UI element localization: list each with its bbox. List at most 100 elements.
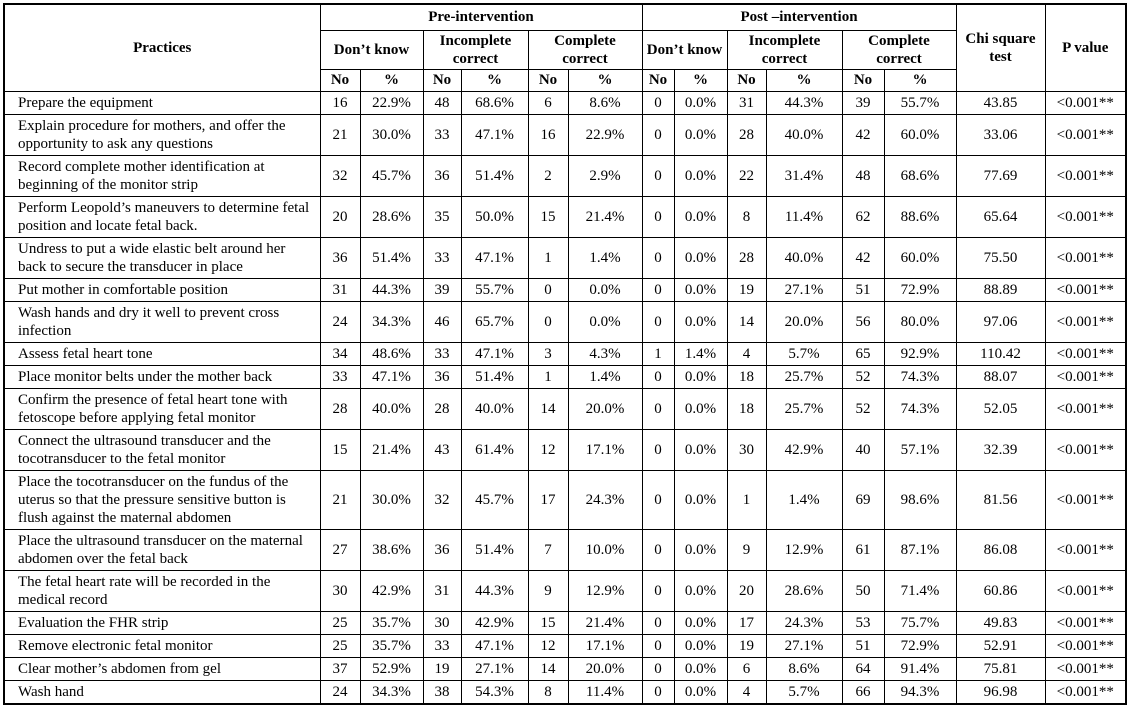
percent-cell: 28.6% [359, 195, 424, 238]
practice-cell: The fetal heart rate will be recorded in… [3, 569, 321, 612]
p-value-cell: <0.001** [1044, 277, 1127, 302]
table-body: Prepare the equipment 16 22.9% 48 68.6% 6 8.6%… [3, 90, 1127, 704]
percent-cell: 24.3% [765, 610, 843, 635]
percent-cell: 51.4% [460, 364, 529, 389]
col-header-no: No [527, 68, 569, 92]
count-cell: 15 [319, 428, 361, 471]
percent-cell: 55.7% [883, 90, 957, 115]
percent-cell: 31.4% [765, 154, 843, 197]
percent-cell: 47.1% [359, 364, 424, 389]
percent-cell: 71.4% [883, 569, 957, 612]
percent-cell: 54.3% [460, 679, 529, 704]
count-cell: 7 [527, 528, 569, 571]
count-cell: 15 [527, 610, 569, 635]
count-cell: 19 [422, 656, 462, 681]
percent-cell: 74.3% [883, 364, 957, 389]
practice-cell: Wash hand [3, 679, 321, 704]
chi-square-cell: 110.42 [955, 341, 1046, 366]
table-row: Clear mother’s abdomen from gel 37 52.9% 19… [3, 656, 1127, 681]
count-cell: 25 [319, 610, 361, 635]
table-header: Practices Pre-intervention Post –interve… [3, 3, 1127, 92]
percent-cell: 4.3% [567, 341, 643, 366]
percent-cell: 38.6% [359, 528, 424, 571]
percent-cell: 44.3% [460, 569, 529, 612]
chi-square-cell: 86.08 [955, 528, 1046, 571]
count-cell: 24 [319, 679, 361, 704]
p-value-cell: <0.001** [1044, 610, 1127, 635]
percent-cell: 40.0% [460, 387, 529, 430]
practice-cell: Place the tocotransducer on the fundus o… [3, 469, 321, 530]
col-header-p-value: P value [1044, 3, 1127, 92]
percent-cell: 72.9% [883, 277, 957, 302]
count-cell: 52 [841, 387, 885, 430]
count-cell: 35 [422, 195, 462, 238]
table-row: Place monitor belts under the mother bac… [3, 364, 1127, 389]
count-cell: 0 [641, 610, 675, 635]
percent-cell: 50.0% [460, 195, 529, 238]
percent-cell: 22.9% [567, 113, 643, 156]
percent-cell: 1.4% [673, 341, 728, 366]
chi-square-cell: 49.83 [955, 610, 1046, 635]
p-value-cell: <0.001** [1044, 428, 1127, 471]
count-cell: 40 [841, 428, 885, 471]
count-cell: 6 [726, 656, 767, 681]
percent-cell: 11.4% [567, 679, 643, 704]
p-value-cell: <0.001** [1044, 90, 1127, 115]
p-value-cell: <0.001** [1044, 679, 1127, 704]
practice-cell: Place monitor belts under the mother bac… [3, 364, 321, 389]
percent-cell: 1.4% [567, 364, 643, 389]
col-header-percent: % [460, 68, 529, 92]
table-row: Remove electronic fetal monitor 25 35.7% 33… [3, 633, 1127, 658]
p-value-cell: <0.001** [1044, 113, 1127, 156]
count-cell: 51 [841, 277, 885, 302]
percent-cell: 42.9% [359, 569, 424, 612]
chi-square-cell: 81.56 [955, 469, 1046, 530]
table-row: Record complete mother identification at… [3, 154, 1127, 197]
practice-cell: Clear mother’s abdomen from gel [3, 656, 321, 681]
percent-cell: 27.1% [765, 633, 843, 658]
table-row: Evaluation the FHR strip 25 35.7% 30 42.9% 15… [3, 610, 1127, 635]
percent-cell: 45.7% [359, 154, 424, 197]
count-cell: 64 [841, 656, 885, 681]
practice-cell: Place the ultrasound transducer on the m… [3, 528, 321, 571]
count-cell: 0 [641, 364, 675, 389]
percent-cell: 40.0% [765, 236, 843, 279]
percent-cell: 87.1% [883, 528, 957, 571]
col-header-no: No [841, 68, 885, 92]
count-cell: 0 [641, 633, 675, 658]
count-cell: 28 [319, 387, 361, 430]
percent-cell: 51.4% [359, 236, 424, 279]
count-cell: 38 [422, 679, 462, 704]
percent-cell: 57.1% [883, 428, 957, 471]
p-value-cell: <0.001** [1044, 236, 1127, 279]
percent-cell: 42.9% [460, 610, 529, 635]
count-cell: 14 [527, 387, 569, 430]
practice-cell: Confirm the presence of fetal heart tone… [3, 387, 321, 430]
col-header-pre-incomplete-correct: Incomplete correct [422, 29, 529, 70]
col-header-post-intervention: Post –intervention [641, 3, 957, 31]
percent-cell: 74.3% [883, 387, 957, 430]
percent-cell: 51.4% [460, 528, 529, 571]
count-cell: 22 [726, 154, 767, 197]
percent-cell: 47.1% [460, 236, 529, 279]
count-cell: 66 [841, 679, 885, 704]
percent-cell: 25.7% [765, 387, 843, 430]
count-cell: 34 [319, 341, 361, 366]
count-cell: 1 [527, 236, 569, 279]
count-cell: 33 [422, 633, 462, 658]
count-cell: 46 [422, 300, 462, 343]
percent-cell: 0.0% [673, 364, 728, 389]
count-cell: 27 [319, 528, 361, 571]
percent-cell: 0.0% [673, 300, 728, 343]
percent-cell: 11.4% [765, 195, 843, 238]
table-row: Prepare the equipment 16 22.9% 48 68.6% 6 8.6%… [3, 90, 1127, 115]
count-cell: 9 [726, 528, 767, 571]
count-cell: 0 [641, 300, 675, 343]
count-cell: 31 [726, 90, 767, 115]
count-cell: 0 [641, 528, 675, 571]
count-cell: 50 [841, 569, 885, 612]
percent-cell: 65.7% [460, 300, 529, 343]
percent-cell: 20.0% [567, 656, 643, 681]
count-cell: 33 [422, 341, 462, 366]
percent-cell: 40.0% [359, 387, 424, 430]
